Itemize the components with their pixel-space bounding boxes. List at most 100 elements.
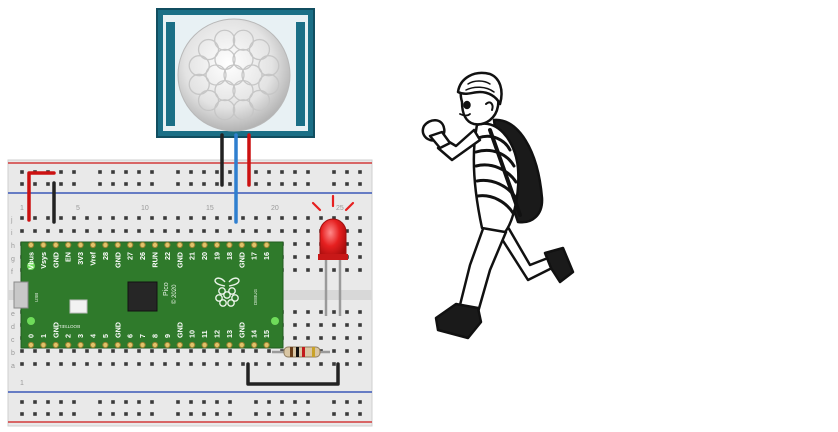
column-number: 25 xyxy=(336,205,344,212)
breadboard-hole xyxy=(20,362,24,366)
breadboard-hole xyxy=(306,323,310,327)
column-numbers: 1 5 10 15 20 25 1 xyxy=(20,205,344,387)
pico-pin-pad xyxy=(114,341,121,349)
pir-sensor xyxy=(156,8,315,138)
rail-hole xyxy=(72,400,76,404)
breadboard-hole xyxy=(306,336,310,340)
usb-connector xyxy=(13,281,29,309)
rail-hole xyxy=(59,400,63,404)
breadboard-hole xyxy=(111,349,115,353)
pico-pin-pad xyxy=(263,241,270,249)
breadboard-hole xyxy=(345,229,349,233)
pico-pin-label: GND xyxy=(113,322,122,338)
rail-hole xyxy=(150,182,154,186)
rail-hole xyxy=(137,170,141,174)
breadboard-hole xyxy=(137,229,141,233)
rail-hole xyxy=(358,412,362,416)
row-letter: i xyxy=(11,230,13,237)
breadboard-hole xyxy=(72,229,76,233)
pico-pin-label: 5 xyxy=(101,334,110,338)
bootsel-button[interactable] xyxy=(69,299,88,314)
breadboard-hole xyxy=(150,216,154,220)
rail-hole xyxy=(33,400,37,404)
boy-ear xyxy=(485,101,494,111)
rail-hole xyxy=(124,412,128,416)
breadboard-hole xyxy=(137,216,141,220)
pico-pin-label: GND xyxy=(51,322,60,338)
rail-hole xyxy=(202,400,206,404)
pico-pin-label: EN xyxy=(64,252,73,262)
row-letter: h xyxy=(11,243,15,250)
breadboard-hole xyxy=(254,349,258,353)
rail-hole xyxy=(280,182,284,186)
breadboard-hole xyxy=(20,349,24,353)
rail-hole xyxy=(254,400,258,404)
pico-pin-pad xyxy=(189,341,196,349)
rail-hole xyxy=(111,170,115,174)
pico-pin-label: GND xyxy=(237,252,246,268)
boy-hair-lines xyxy=(465,80,495,93)
pico-pin-label: Vbus xyxy=(27,252,36,270)
pico-text: Pico xyxy=(163,282,170,296)
breadboard-hole xyxy=(332,349,336,353)
pir-sensor-left-bar xyxy=(166,22,175,126)
rail-hole xyxy=(228,400,232,404)
rail-hole xyxy=(150,400,154,404)
breadboard-hole xyxy=(176,349,180,353)
rail-hole xyxy=(189,170,193,174)
pico-pin-pad xyxy=(65,341,72,349)
wires xyxy=(27,133,340,386)
breadboard-hole xyxy=(228,349,232,353)
breadboard-hole xyxy=(124,229,128,233)
breadboard-hole xyxy=(267,229,271,233)
led-ray xyxy=(311,201,322,212)
breadboard-hole xyxy=(228,362,232,366)
breadboard-hole xyxy=(306,229,310,233)
boy-eye xyxy=(463,100,471,110)
rail-hole xyxy=(20,412,24,416)
shirt-stripe xyxy=(474,163,518,184)
rail-hole xyxy=(72,412,76,416)
pico-pin-labels: Vbus0Vsys1GNDGNDEN23V33Vref4285GNDGND276… xyxy=(27,251,272,338)
pico-castellations xyxy=(27,241,270,349)
breadboard-hole xyxy=(319,216,323,220)
rail-hole xyxy=(46,400,50,404)
logo-berry xyxy=(223,291,231,299)
breadboard-hole xyxy=(345,268,349,272)
rail-hole xyxy=(267,412,271,416)
pico-pin-label: 15 xyxy=(262,330,271,338)
rail-hole xyxy=(98,170,102,174)
pico-pin-label: 14 xyxy=(250,330,259,338)
breadboard-hole xyxy=(293,268,297,272)
pico-pin-label: 9 xyxy=(163,334,172,338)
pico-pin-pad xyxy=(176,241,183,249)
led-rim xyxy=(318,254,348,260)
row-letter: a xyxy=(11,363,15,370)
breadboard-hole xyxy=(319,323,323,327)
breadboard-hole xyxy=(189,349,193,353)
breadboard-hole xyxy=(306,310,310,314)
rail-hole xyxy=(176,182,180,186)
breadboard-hole xyxy=(111,216,115,220)
breadboard-hole xyxy=(319,310,323,314)
pir-facet xyxy=(248,38,271,61)
rail-hole xyxy=(33,412,37,416)
rail-hole xyxy=(59,412,63,416)
breadboard-hole xyxy=(176,216,180,220)
breadboard-hole xyxy=(306,268,310,272)
breadboard-hole xyxy=(124,362,128,366)
pico-pin-label: 27 xyxy=(126,252,135,260)
pico-pin-pad xyxy=(226,241,233,249)
rail-hole xyxy=(306,182,310,186)
breadboard-hole xyxy=(33,216,37,220)
pico-pin-pad xyxy=(164,241,171,249)
breadboard-hole xyxy=(332,216,336,220)
breadboard-hole xyxy=(150,362,154,366)
pico-pin-label: 0 xyxy=(27,334,36,338)
pir-facet xyxy=(214,99,236,121)
breadboard-hole xyxy=(98,349,102,353)
pico-pin-pad xyxy=(40,341,47,349)
boy-mouth xyxy=(459,113,471,117)
breadboard-hole xyxy=(176,362,180,366)
breadboard-hole xyxy=(59,229,63,233)
